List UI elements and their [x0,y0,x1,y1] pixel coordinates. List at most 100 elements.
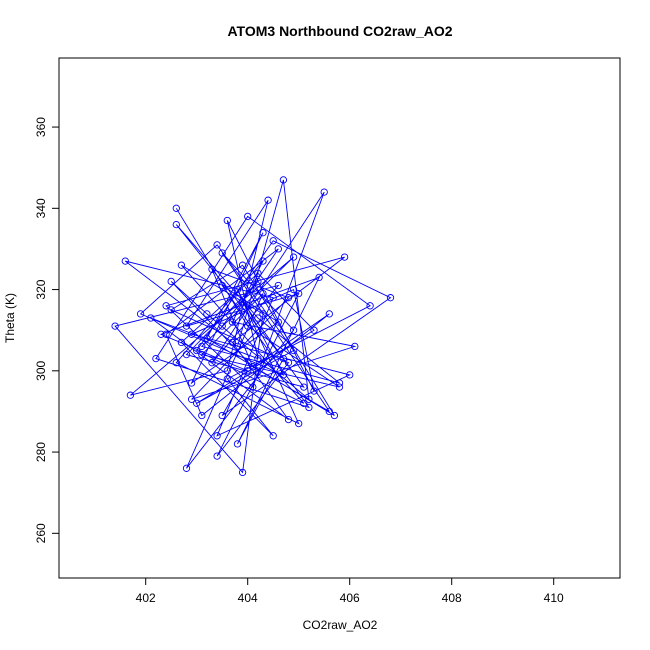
data-point [289,285,298,294]
data-point [121,257,129,265]
data-point [284,294,293,302]
data-point [147,314,155,322]
data-point [223,367,231,375]
data-point [295,419,303,428]
y-tick-label: 320 [34,279,48,299]
data-point [346,371,354,379]
data-point [213,432,221,440]
data-point [136,310,145,318]
data-point [172,359,180,367]
x-tick-label: 404 [238,591,258,605]
plot-area [111,176,395,477]
data-point [279,176,288,184]
data-point [172,204,180,212]
data-point [259,310,267,318]
data-point [335,379,344,387]
data-point [228,318,237,326]
data-point [198,342,206,351]
data-point [305,395,313,403]
data-point [213,452,221,460]
data-point [269,432,277,440]
data-point [213,241,221,249]
data-point [228,338,237,347]
data-point [279,371,288,379]
data-point [182,350,191,359]
data-point [167,277,175,286]
data-point [218,411,226,420]
y-tick-label: 280 [34,442,48,462]
data-point [269,237,277,245]
plot-frame [58,57,621,579]
data-point [305,403,313,412]
data-point [198,411,206,420]
data-point [254,314,262,322]
data-point [274,281,282,290]
data-point [162,302,170,310]
data-point [300,383,308,391]
data-point [289,346,298,355]
data-point [325,310,333,318]
data-point [259,289,267,298]
data-point [330,411,339,420]
data-point [233,440,242,448]
data-point [167,306,175,314]
data-point [223,375,231,383]
y-axis-label: Theta (K) [3,293,17,343]
data-point [218,281,226,290]
data-point [238,468,247,477]
data-point [238,298,247,306]
data-point [259,257,267,265]
data-point [300,399,308,407]
data-point [269,294,277,302]
data-point [259,229,267,237]
data-point [315,273,323,282]
data-point [254,277,262,286]
data-point [157,330,165,338]
data-point [254,354,262,363]
data-point [193,346,201,355]
data-point [340,253,349,261]
data-point [284,415,293,424]
data-point [284,359,293,367]
data-point [254,269,262,277]
data-point [187,330,196,338]
chart-title: ATOM3 Northbound CO2raw_AO2 [227,23,452,39]
data-point [244,212,252,221]
data-point [182,464,191,472]
data-point [238,261,247,269]
data-point [325,407,333,416]
data-point [162,330,170,338]
data-point [126,391,135,399]
data-point [203,334,211,342]
x-tick-label: 408 [442,591,462,605]
y-tick-label: 260 [34,523,48,543]
data-point [203,310,211,318]
data-point [289,326,298,334]
y-tick-label: 340 [34,198,48,218]
data-point [208,359,216,367]
data-point [208,265,216,273]
data-point [152,354,160,363]
data-point [182,322,191,330]
data-point [320,188,328,196]
data-point [274,245,282,253]
data-point [264,196,272,204]
x-tick-label: 410 [544,591,564,605]
data-point [193,399,201,407]
y-tick-label: 300 [34,360,48,380]
data-point [177,261,186,269]
data-point [244,322,252,330]
x-axis-label: CO2raw_AO2 [303,618,378,632]
series-line [114,179,392,474]
data-point [223,216,231,225]
data-point [289,253,298,261]
data-point [386,294,395,302]
x-tick-label: 406 [340,591,360,605]
data-point [187,379,196,387]
data-point [187,395,196,403]
data-point [218,249,226,257]
data-point [233,342,242,351]
data-point [249,383,257,391]
data-point [366,302,374,310]
